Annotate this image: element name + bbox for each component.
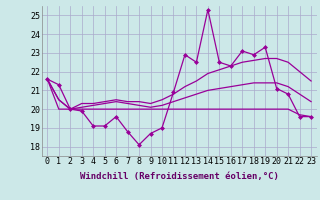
X-axis label: Windchill (Refroidissement éolien,°C): Windchill (Refroidissement éolien,°C) xyxy=(80,172,279,181)
